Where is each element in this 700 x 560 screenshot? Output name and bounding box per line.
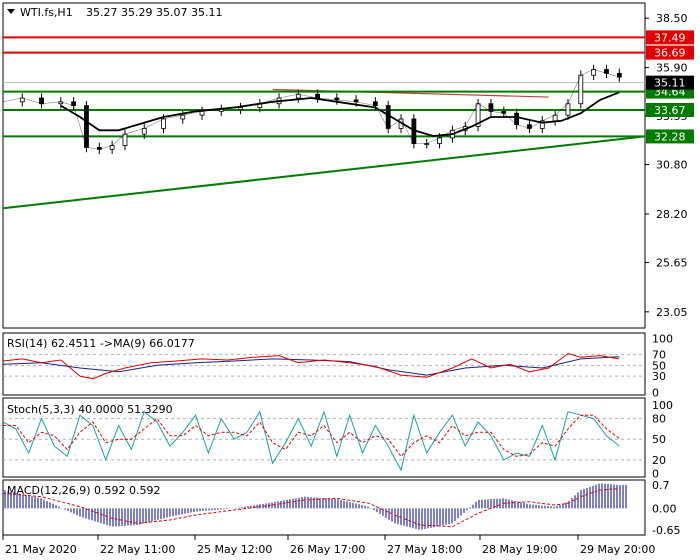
support-level-badge xyxy=(646,103,694,118)
main-price-axis: 38.5035.9033.3530.8028.2025.6523.0537.49… xyxy=(645,12,694,319)
indicator-tick-label: 0 xyxy=(652,468,659,481)
price-tick-label: 30.80 xyxy=(656,159,688,172)
panel-menu-icon[interactable] xyxy=(7,9,15,14)
price-tick-label: 38.50 xyxy=(656,12,688,25)
candle-body xyxy=(514,112,519,126)
main-panel-frame xyxy=(2,2,646,329)
support-level-label: 32.28 xyxy=(654,130,686,143)
indicator-tick-label: 30 xyxy=(652,370,666,383)
stoch-title: Stoch(5,3,3) 40.0000 51.3290 xyxy=(7,403,173,416)
candle-body xyxy=(180,114,186,120)
candle-body xyxy=(385,105,391,129)
candle-body xyxy=(295,93,301,99)
resistance-level-badge xyxy=(646,45,694,60)
resistance-level-label: 36.69 xyxy=(654,47,686,60)
indicator-tick-label: 100 xyxy=(652,332,673,345)
indicator-tick-label: 0.00 xyxy=(652,502,677,515)
macd-title: MACD(12,26,9) 0.592 0.592 xyxy=(7,484,161,497)
resistance-level-label: 37.49 xyxy=(654,31,686,44)
last-price-label: 35.11 xyxy=(654,77,686,90)
indicator-tick-label: 80 xyxy=(652,413,666,426)
rsi-panel-frame xyxy=(2,332,646,396)
candle-body xyxy=(578,74,584,105)
candle-body xyxy=(199,110,205,116)
time-tick-label: 26 May 17:00 xyxy=(290,543,365,556)
main-price-panel: WTI.fs,H1 35.27 35.29 35.07 35.11 38.50 3… xyxy=(2,2,694,329)
candle-body xyxy=(616,72,622,78)
candle-body xyxy=(122,133,128,146)
time-tick-label: 28 May 19:00 xyxy=(482,543,557,556)
rsi-line xyxy=(2,352,620,380)
candle-body xyxy=(39,97,44,105)
price-tick-label: 23.05 xyxy=(656,306,688,319)
ohlc-low: 35.07 xyxy=(156,6,188,19)
ohlc-high: 35.29 xyxy=(121,6,153,19)
stoch-main-line xyxy=(2,410,620,472)
time-tick-label: 29 May 20:00 xyxy=(580,543,655,556)
price-tick-label: 35.90 xyxy=(656,62,688,75)
support-trendline xyxy=(2,135,646,210)
indicator-tick-label: 0.7 xyxy=(652,479,670,492)
indicator-tick-label: -0.65 xyxy=(652,524,680,537)
rsi-panel: RSI(14) 62.4511 ->MA(9) 66.0177 100 70503… xyxy=(2,332,673,399)
time-tick-label: 25 May 12:00 xyxy=(197,543,272,556)
support-level-badge xyxy=(646,129,694,144)
candle-body xyxy=(565,103,571,116)
time-tick-label: 27 May 18:00 xyxy=(387,543,462,556)
time-tick-label: 21 May 2020 xyxy=(5,543,77,556)
indicator-tick-label: 20 xyxy=(652,454,666,467)
indicator-tick-label: 100 xyxy=(652,399,673,412)
symbol-label: WTI.fs,H1 xyxy=(20,6,73,19)
indicator-tick-label: 50 xyxy=(652,359,666,372)
close-price-line xyxy=(2,69,620,150)
macd-signal-line xyxy=(2,488,620,528)
time-axis: 21 May 2020 22 May 11:00 25 May 12:00 26 Ma… xyxy=(2,535,655,556)
moving-average-line xyxy=(60,91,620,137)
candle-body xyxy=(141,128,147,135)
price-tick-label: 25.65 xyxy=(656,256,688,269)
rsi-ma-line xyxy=(2,356,620,376)
resistance-level-badge xyxy=(646,30,694,45)
candle-body xyxy=(161,118,166,129)
time-tick-label: 22 May 11:00 xyxy=(100,543,175,556)
macd-panel: MACD(12,26,9) 0.592 0.592 0.7 0.00 -0.65 xyxy=(2,479,680,537)
indicator-tick-label: 70 xyxy=(652,349,666,362)
indicator-tick-label: 0 xyxy=(652,386,659,399)
last-price-badge xyxy=(646,75,694,90)
ohlc-close: 35.11 xyxy=(191,6,223,19)
support-level-label: 33.67 xyxy=(654,104,686,117)
stoch-signal-line xyxy=(3,414,620,458)
macd-plot-layer: 0.7 0.00 -0.65 xyxy=(2,479,680,537)
price-tick-label: 28.20 xyxy=(656,208,688,221)
ohlc-open: 35.27 xyxy=(86,6,118,19)
candle-body xyxy=(84,105,89,148)
rsi-title: RSI(14) 62.4511 ->MA(9) 66.0177 xyxy=(7,337,195,350)
indicator-tick-label: 50 xyxy=(652,433,666,446)
main-plot-layer xyxy=(2,36,646,210)
